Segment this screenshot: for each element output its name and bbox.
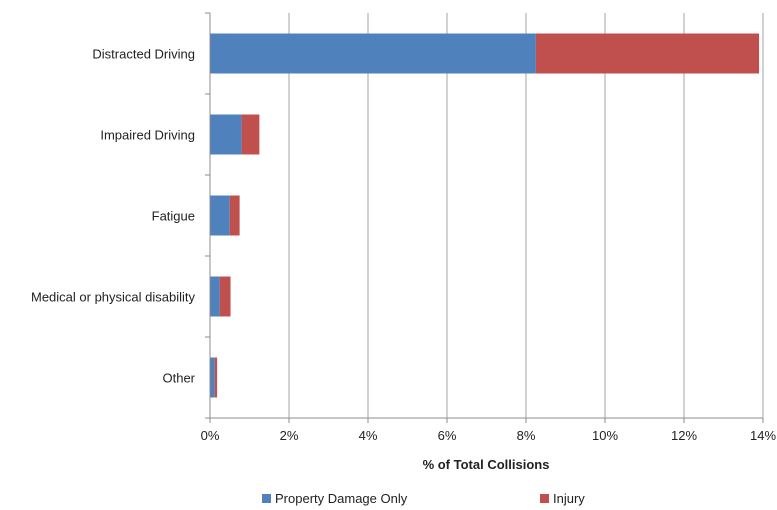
x-tick-label: 4%	[359, 428, 378, 443]
category-label: Medical or physical disability	[31, 290, 196, 305]
bar-injury	[241, 114, 260, 155]
x-tick-label: 10%	[592, 428, 618, 443]
category-label: Impaired Driving	[100, 128, 195, 143]
bar-injury	[535, 33, 760, 74]
bar-property-damage	[210, 276, 220, 317]
gridlines	[288, 13, 764, 418]
x-axis: 0% 2% 4% 6% 8% 10% 12% 14%	[201, 417, 776, 443]
bar-property-damage	[210, 114, 242, 155]
x-tick-label: 0%	[201, 428, 220, 443]
legend-swatch	[540, 494, 549, 503]
bar-injury	[229, 195, 240, 236]
bar-property-damage	[210, 195, 230, 236]
bars	[210, 33, 760, 398]
bar-property-damage	[210, 357, 215, 398]
x-tick-label: 14%	[750, 428, 776, 443]
y-axis: Distracted Driving Impaired Driving Fatigu…	[31, 12, 211, 419]
legend-swatch	[262, 494, 271, 503]
x-axis-title: % of Total Collisions	[423, 457, 550, 472]
legend-label: Injury	[553, 491, 585, 506]
category-label: Distracted Driving	[92, 47, 195, 62]
legend: Property Damage Only Injury	[262, 491, 585, 506]
x-tick-label: 12%	[671, 428, 697, 443]
bar-property-damage	[210, 33, 536, 74]
x-tick-label: 8%	[517, 428, 536, 443]
x-tick-label: 6%	[438, 428, 457, 443]
bar-injury	[214, 357, 218, 398]
x-tick-label: 2%	[280, 428, 299, 443]
bar-injury	[219, 276, 231, 317]
category-label: Fatigue	[152, 209, 195, 224]
legend-label: Property Damage Only	[275, 491, 408, 506]
category-label: Other	[162, 371, 195, 386]
